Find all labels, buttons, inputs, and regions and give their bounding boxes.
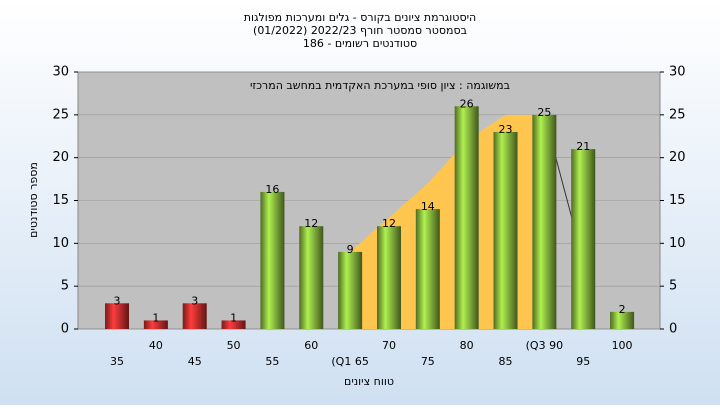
value-label: 1 <box>230 311 237 324</box>
bar <box>299 226 324 329</box>
value-label: 23 <box>499 123 513 136</box>
bar <box>571 149 596 329</box>
bar <box>610 311 635 329</box>
bar <box>105 303 130 329</box>
x-tick-label: 35 <box>110 355 124 368</box>
value-label: 21 <box>576 140 590 153</box>
annotation: במשוגמה : ציון סופי במערכת האקדמית במחשב… <box>250 79 510 92</box>
bar <box>260 191 285 329</box>
value-label: 2 <box>619 303 626 316</box>
bar <box>182 303 207 329</box>
y-tick-label: 5 <box>61 279 69 294</box>
value-label: 3 <box>191 294 198 307</box>
y-axis-label: מספר סטודנטים <box>27 162 40 238</box>
value-label: 9 <box>347 243 354 256</box>
y-tick-label: 30 <box>52 65 69 80</box>
x-tick-label: 85 <box>499 355 513 368</box>
value-label: 25 <box>537 106 551 119</box>
bar <box>376 226 401 329</box>
value-label: 12 <box>304 217 318 230</box>
value-label: 1 <box>152 311 159 324</box>
x-tick-label: 75 <box>421 355 435 368</box>
x-tick-label: 80 <box>460 339 474 352</box>
x-tick-label: 40 <box>149 339 163 352</box>
y2-tick-label: 5 <box>669 279 677 294</box>
x-tick-label: 70 <box>382 339 396 352</box>
bar <box>493 131 518 329</box>
y-tick-label: 15 <box>52 193 69 208</box>
x-tick-label: 45 <box>188 355 202 368</box>
x-tick-label: 95 <box>576 355 590 368</box>
x-tick-label: 100 <box>612 339 633 352</box>
x-axis-label: טווח ציונים <box>344 375 394 388</box>
y2-tick-label: 20 <box>669 150 686 165</box>
y2-tick-label: 15 <box>669 193 686 208</box>
value-label: 3 <box>114 294 121 307</box>
layer: 3 1 3 1 16 12 9 12 14 26 23 25 21 2 <box>74 71 664 330</box>
y2-tick-label: 0 <box>669 322 677 337</box>
bar <box>143 320 168 329</box>
x-tick-label: 50 <box>227 339 241 352</box>
bar <box>338 251 363 329</box>
value-label: 12 <box>382 217 396 230</box>
y2-tick-label: 25 <box>669 107 686 122</box>
value-label: 26 <box>460 97 474 110</box>
x-tick-label: 55 <box>265 355 279 368</box>
chart-subtitle: סטודנטים רשומים - 186 <box>303 37 417 50</box>
x-tick-label: (Q3 90 <box>526 339 563 352</box>
y-tick-label: 20 <box>52 150 69 165</box>
value-label: 16 <box>265 183 279 196</box>
y-tick-label: 10 <box>52 236 69 251</box>
chart-title: היסטוגרמת ציונים בקורס - גלים ומערכות מפ… <box>244 11 476 24</box>
bar <box>532 114 557 329</box>
value-label: 14 <box>421 200 435 213</box>
x-tick-label: 60 <box>304 339 318 352</box>
chart-subtitle: בסמסטר סמסטר חורף 2022/23 (01/2022) <box>253 24 467 37</box>
y2-tick-label: 30 <box>669 65 686 80</box>
y-tick-label: 25 <box>52 107 69 122</box>
y2-tick-label: 10 <box>669 236 686 251</box>
bar <box>221 320 246 329</box>
bar <box>454 106 479 330</box>
bar <box>415 209 440 329</box>
y-tick-label: 0 <box>61 322 69 337</box>
x-tick-label: (Q1 65 <box>331 355 368 368</box>
